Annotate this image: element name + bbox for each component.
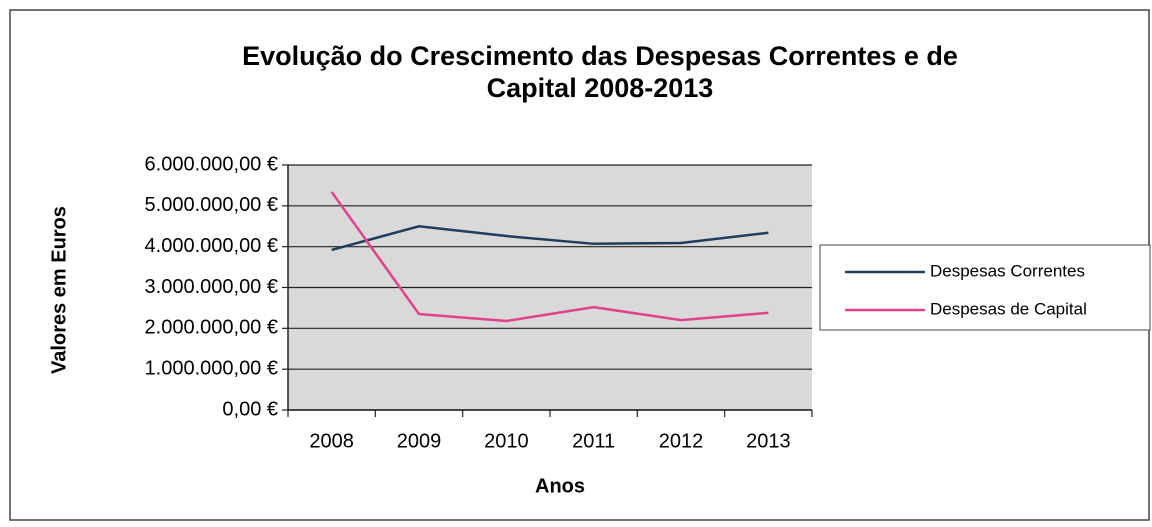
y-tick-label: 5.000.000,00 € [145, 194, 278, 216]
x-tick-label: 2009 [397, 430, 442, 452]
x-tick-label: 2012 [659, 430, 704, 452]
series-line [330, 191, 769, 323]
x-tick-label: 2013 [746, 430, 791, 452]
x-tick-label: 2011 [572, 430, 615, 452]
y-axis-label: Valores em Euros [48, 206, 70, 374]
y-tick-label: 1.000.000,00 € [145, 357, 278, 379]
legend-label: Despesas Correntes [930, 261, 1085, 280]
x-tick-label: 2008 [309, 430, 354, 452]
legend-box [819, 244, 1151, 331]
series-line [331, 224, 769, 252]
y-tick-label: 3.000.000,00 € [145, 276, 278, 298]
chart-title: Evolução do Crescimento das Despesas Cor… [242, 41, 958, 103]
y-tick-label: 2.000.000,00 € [145, 317, 278, 339]
x-tick-label: 2010 [484, 430, 529, 452]
y-tick-label: 0,00 € [222, 398, 278, 420]
x-axis-label: Anos [535, 475, 585, 497]
legend-label: Despesas de Capital [930, 299, 1087, 318]
y-tick-label: 4.000.000,00 € [145, 235, 278, 257]
y-tick-label: 6.000.000,00 € [145, 153, 278, 175]
